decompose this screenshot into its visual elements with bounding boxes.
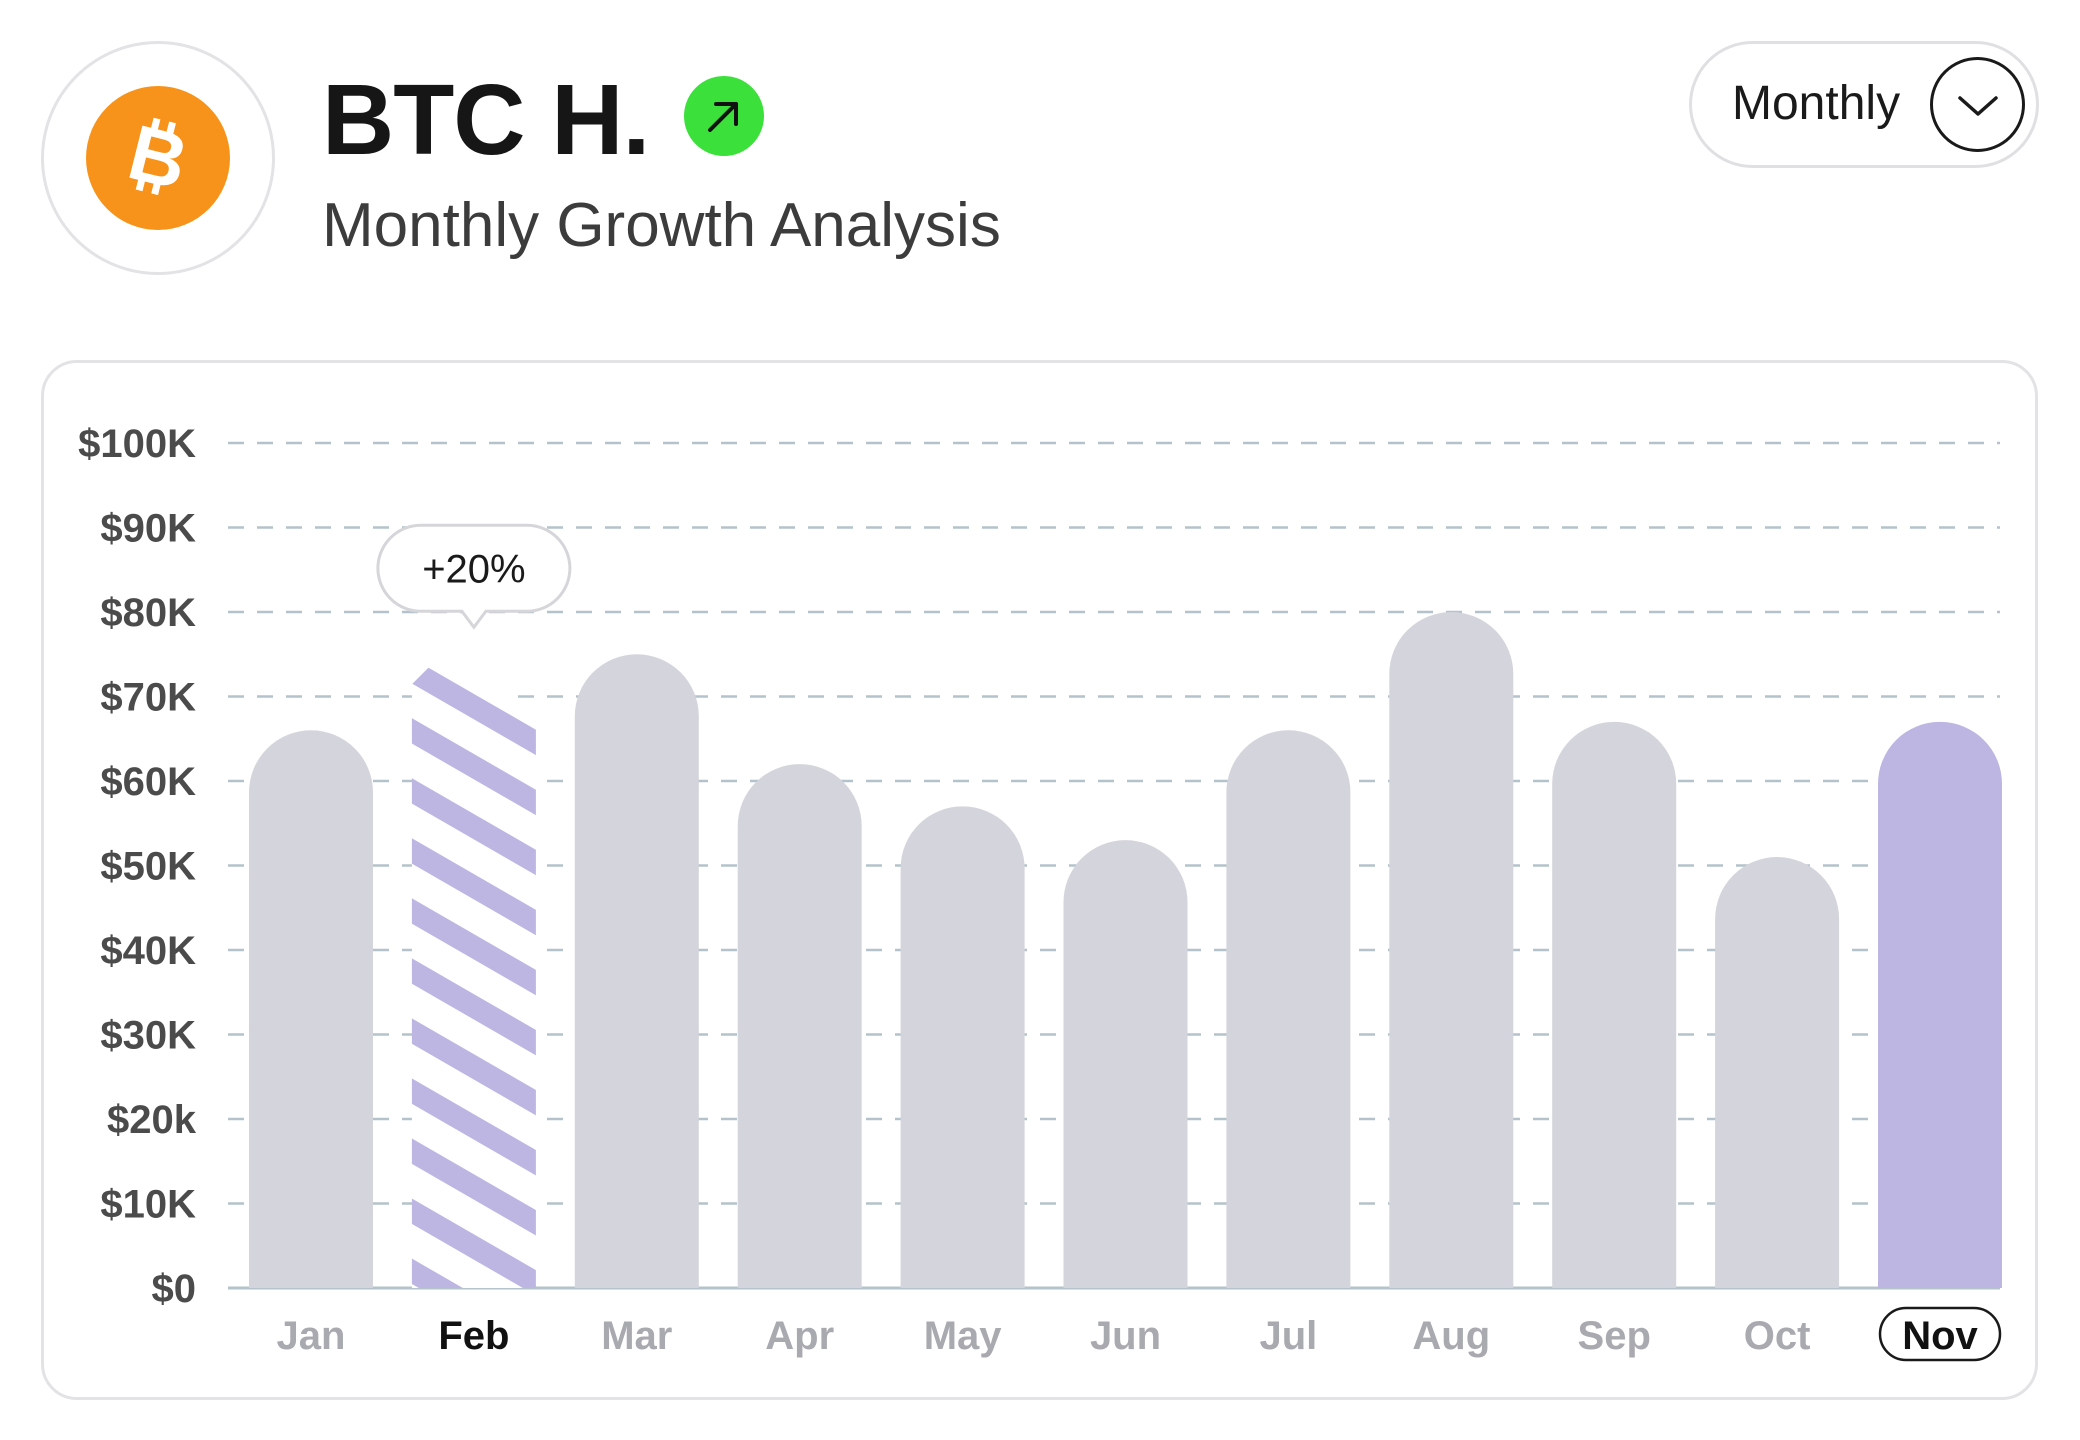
tooltip-label: +20% (422, 547, 525, 591)
bar-may[interactable] (900, 806, 1025, 1288)
x-tick-label[interactable]: Aug (1412, 1314, 1490, 1358)
arrow-up-right-icon (684, 76, 764, 156)
x-tick-label[interactable]: Apr (765, 1314, 834, 1358)
y-tick-label: $20k (107, 1098, 197, 1142)
x-tick-label[interactable]: Jul (1260, 1314, 1318, 1358)
x-tick-label[interactable]: Nov (1902, 1314, 1978, 1358)
x-tick-label[interactable]: Sep (1578, 1314, 1651, 1358)
x-tick-label[interactable]: Jan (277, 1314, 346, 1358)
y-tick-label: $100K (78, 422, 196, 466)
y-tick-label: $80K (100, 591, 196, 635)
y-tick-label: $0 (152, 1267, 197, 1311)
x-tick-label[interactable]: Oct (1744, 1314, 1811, 1358)
x-tick-label[interactable]: Jun (1090, 1314, 1161, 1358)
bar-feb[interactable] (411, 654, 536, 1288)
tooltip-bubble (376, 523, 572, 630)
y-tick-label: $10K (100, 1183, 196, 1227)
y-tick-label: $40K (100, 929, 196, 973)
page-title: BTC H. (322, 64, 650, 176)
bar-mar[interactable] (574, 654, 699, 1288)
selected-month-pill[interactable] (1878, 1306, 2002, 1362)
bar-aug[interactable] (1389, 612, 1514, 1288)
bar-jul[interactable] (1226, 730, 1351, 1288)
y-tick-label: $90K (100, 507, 196, 551)
bar-oct[interactable] (1715, 857, 1840, 1288)
y-tick-label: $60K (100, 760, 196, 804)
bar-sep[interactable] (1552, 721, 1677, 1288)
bar-jun[interactable] (1063, 840, 1188, 1288)
x-tick-label[interactable]: Feb (438, 1314, 509, 1358)
coin-avatar: B (41, 41, 275, 275)
bar-nov[interactable] (1878, 721, 2002, 1288)
bar-apr[interactable] (737, 764, 862, 1288)
chevron-down-icon[interactable] (1930, 57, 2025, 152)
x-tick-label[interactable]: May (924, 1314, 1003, 1358)
bar-jan[interactable] (249, 730, 373, 1288)
page-subtitle: Monthly Growth Analysis (322, 191, 1001, 260)
period-dropdown-label: Monthly (1732, 77, 1901, 130)
period-dropdown[interactable]: Monthly (1689, 41, 2039, 168)
bitcoin-icon: B (86, 86, 230, 230)
y-tick-label: $70K (100, 676, 196, 720)
chart-panel (41, 360, 2038, 1400)
x-tick-label[interactable]: Mar (601, 1314, 672, 1358)
y-tick-label: $50K (100, 845, 196, 889)
y-tick-label: $30K (100, 1014, 196, 1058)
